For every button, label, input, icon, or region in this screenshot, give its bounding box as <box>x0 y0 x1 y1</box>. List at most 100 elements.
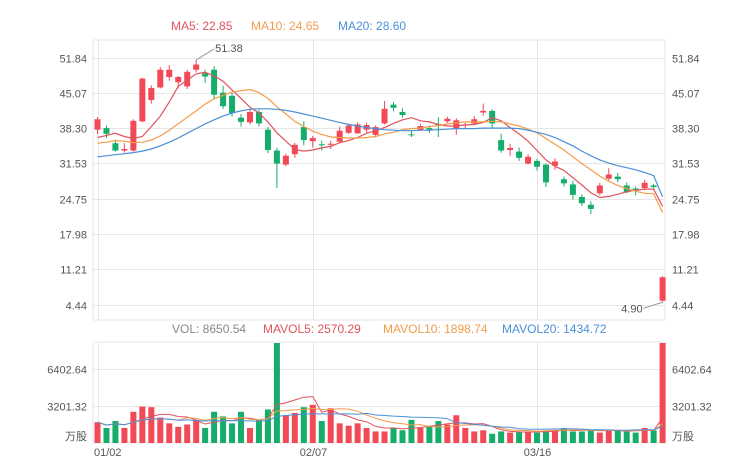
extreme-annotations: 51.38 4.90 <box>195 43 663 315</box>
legend-mavol5: MAVOL5: 2570.29 <box>263 322 361 336</box>
date-label: 01/02 <box>94 447 122 459</box>
volume-bar <box>202 427 209 443</box>
candle-body <box>273 150 280 164</box>
candle-body <box>300 127 307 141</box>
volume-bar <box>273 343 280 443</box>
candle-body <box>103 128 110 134</box>
volume-bar <box>569 431 576 443</box>
candle-body <box>211 69 218 95</box>
volume-bar <box>399 430 406 443</box>
volume-bar <box>426 425 433 443</box>
volume-bar <box>94 422 101 443</box>
candle-body <box>94 119 101 130</box>
candle-body <box>157 69 164 88</box>
volume-bar <box>596 432 603 443</box>
candle-body <box>426 128 433 130</box>
candle-body <box>336 130 343 142</box>
price-tick-left: 45.07 <box>59 89 87 101</box>
legend-ma10: MA10: 24.65 <box>251 19 319 33</box>
candle-body <box>480 110 487 113</box>
price-axis-labels: 51.84 51.84 45.07 45.07 38.30 38.30 31.53 31.53… <box>59 54 699 313</box>
volume-bar <box>551 430 558 443</box>
volume-bar <box>175 426 182 443</box>
price-tick-right: 31.53 <box>672 159 700 171</box>
candle-body <box>650 185 657 188</box>
candle-body <box>175 77 182 83</box>
legend-ma20: MA20: 28.60 <box>338 19 406 33</box>
volume-bar <box>336 423 343 443</box>
x-gridlines <box>98 40 538 443</box>
volume-bar <box>381 431 388 443</box>
volume-bar <box>605 430 612 443</box>
ma5-line <box>97 71 664 207</box>
candle-body <box>246 111 253 123</box>
price-tick-left: 4.44 <box>66 301 87 313</box>
candle-body <box>543 164 549 183</box>
candle-body <box>264 129 271 151</box>
volume-bar <box>489 433 496 443</box>
volume-bar <box>121 427 128 443</box>
volume-bar <box>614 430 621 443</box>
volume-bar <box>632 432 639 443</box>
candle-body <box>578 196 585 204</box>
mavol10-line <box>97 407 663 432</box>
volume-bar <box>453 415 460 443</box>
price-tick-left: 11.21 <box>60 265 87 277</box>
candle-body <box>309 138 316 142</box>
price-tick-left: 38.30 <box>59 124 87 136</box>
candle-body <box>184 71 191 87</box>
volume-gridlines <box>93 369 665 407</box>
candle-body <box>318 144 325 146</box>
ma20-line <box>97 108 664 198</box>
volume-bar <box>480 430 487 443</box>
max-price-label: 51.38 <box>215 43 243 55</box>
candle-body <box>516 151 523 158</box>
volume-bar <box>623 431 630 443</box>
candle-body <box>345 125 352 133</box>
price-panel-frame <box>92 39 666 321</box>
candle-body <box>255 111 262 124</box>
volume-bar <box>238 411 245 443</box>
volume-bar <box>444 424 451 443</box>
volume-bar <box>255 419 262 443</box>
price-tick-right: 17.98 <box>672 230 700 242</box>
volume-bar <box>525 431 532 443</box>
candle-body <box>220 92 227 107</box>
price-legend: MA5: 22.85 MA10: 24.65 MA20: 28.60 <box>171 19 406 33</box>
min-price-label: 4.90 <box>621 303 642 315</box>
volume-bar <box>166 423 173 443</box>
volume-bar <box>112 421 119 443</box>
mavol20-line <box>97 412 663 431</box>
volume-bar <box>641 427 648 443</box>
price-tick-right: 24.75 <box>672 195 700 207</box>
volume-bar <box>327 408 334 443</box>
volume-bar <box>372 431 379 443</box>
volume-bar <box>103 427 110 443</box>
candle-body <box>614 176 621 180</box>
candle-body <box>560 179 567 184</box>
candle-body <box>551 161 558 166</box>
volume-bar <box>587 430 594 443</box>
volume-bar <box>139 406 146 443</box>
candle-body <box>569 184 576 195</box>
candle-body <box>659 277 666 301</box>
candle-body <box>229 95 236 113</box>
volume-bar <box>507 432 514 443</box>
candle-body <box>282 155 289 165</box>
volume-bar <box>130 411 137 443</box>
price-tick-right: 11.21 <box>672 265 699 277</box>
price-tick-right: 38.30 <box>672 124 700 136</box>
candle-body <box>641 182 648 189</box>
candlestick-series <box>94 59 666 303</box>
volume-bar <box>184 424 191 443</box>
candle-body <box>453 120 460 129</box>
volume-bar <box>578 431 585 443</box>
volume-bar <box>282 415 289 443</box>
legend-vol: VOL: 8650.54 <box>172 322 246 336</box>
legend-mavol20: MAVOL20: 1434.72 <box>502 322 607 336</box>
price-tick-left: 17.98 <box>59 230 87 242</box>
mavol5-line <box>97 396 664 433</box>
max-leader-line <box>195 48 215 61</box>
price-gridlines <box>93 58 665 306</box>
volume-average-lines <box>97 396 664 433</box>
